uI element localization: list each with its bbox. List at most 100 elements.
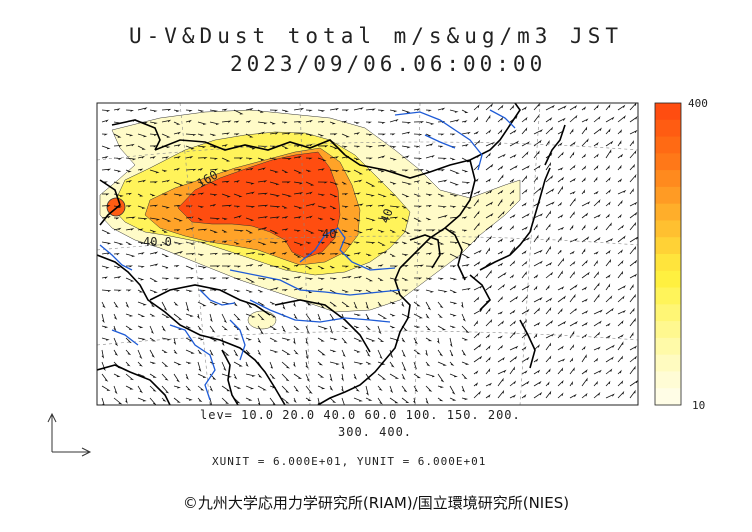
wind-arrow	[593, 369, 602, 375]
wind-arrow	[425, 229, 436, 232]
wind-arrow	[485, 284, 493, 291]
wind-arrow	[413, 193, 422, 197]
wind-arrow	[125, 216, 136, 219]
wind-arrow	[341, 217, 349, 221]
wind-arrow	[293, 181, 304, 185]
wind-arrow	[389, 119, 399, 123]
wind-arrow	[221, 288, 228, 292]
wind-arrow	[329, 337, 338, 341]
wind-arrow	[461, 169, 469, 173]
wind-arrow	[269, 109, 279, 112]
wind-arrow	[449, 205, 457, 208]
wind-arrow	[125, 143, 135, 147]
wind-arrow	[221, 108, 228, 112]
wind-arrow	[317, 109, 326, 112]
wind-arrow	[425, 325, 431, 331]
wind-arrow	[341, 241, 352, 246]
wind-arrow	[497, 357, 505, 363]
wind-arrow	[485, 368, 491, 375]
wind-arrow	[377, 229, 385, 233]
wind-arrow	[137, 179, 147, 183]
wind-arrow	[209, 168, 219, 171]
wind-arrow	[245, 181, 255, 185]
wind-arrow	[281, 181, 291, 184]
wind-arrow	[473, 308, 483, 315]
wind-arrow	[137, 217, 148, 220]
wind-arrow	[365, 168, 373, 172]
wind-arrow	[545, 174, 554, 183]
wind-arrow	[149, 181, 158, 184]
wind-arrow	[473, 343, 482, 351]
wind-arrow	[593, 357, 599, 363]
wind-arrow	[593, 380, 598, 387]
wind-arrow	[593, 320, 602, 327]
wind-arrow	[497, 116, 504, 123]
wind-arrow	[353, 229, 363, 234]
wind-arrow	[173, 217, 183, 222]
wind-arrow	[629, 345, 638, 351]
wind-arrow	[449, 193, 459, 197]
dust-shading	[99, 109, 521, 330]
wind-arrow	[305, 119, 313, 123]
wind-arrow	[389, 193, 397, 197]
wind-arrow	[629, 365, 636, 375]
wind-arrow	[509, 129, 517, 135]
wind-arrow	[317, 265, 325, 270]
wind-arrow	[257, 289, 264, 293]
wind-arrow	[341, 385, 344, 393]
colorbar-max-label: 400	[688, 97, 708, 110]
wind-arrow	[413, 397, 416, 405]
wind-arrow	[341, 133, 350, 138]
wind-arrow	[581, 377, 588, 387]
wind-arrow	[413, 121, 424, 124]
wind-arrow	[185, 289, 193, 293]
wind-arrow	[605, 149, 612, 159]
wind-arrow	[317, 385, 326, 390]
wind-arrow	[605, 104, 611, 111]
wind-arrow	[149, 145, 158, 148]
wind-arrow	[281, 169, 289, 173]
wind-arrow	[521, 380, 530, 387]
wind-arrow	[461, 157, 471, 163]
wind-arrow	[329, 193, 338, 198]
wind-arrow	[257, 337, 262, 344]
wind-arrow	[581, 212, 589, 219]
wind-arrow	[545, 152, 553, 159]
wind-arrow	[101, 133, 108, 136]
wind-arrow	[509, 380, 517, 387]
wind-arrow	[557, 176, 565, 183]
wind-arrow	[281, 121, 288, 124]
wind-arrow	[161, 337, 172, 341]
wind-arrow	[185, 253, 196, 256]
wind-arrow	[581, 271, 590, 279]
wind-arrow	[521, 271, 527, 279]
wind-arrow	[401, 289, 409, 292]
wind-arrow	[617, 309, 626, 315]
wind-arrow	[173, 277, 181, 280]
wind-arrow	[101, 119, 109, 123]
wind-arrow	[497, 174, 504, 183]
wind-arrow	[521, 127, 528, 135]
wind-arrow	[617, 259, 624, 267]
wind-arrow	[113, 337, 119, 347]
wind-arrow	[617, 285, 626, 291]
map-frame	[96, 102, 639, 406]
wind-arrow	[257, 192, 268, 195]
wind-arrow	[533, 176, 538, 183]
wind-arrow	[521, 151, 529, 159]
wind-arrow	[377, 349, 383, 360]
wind-arrow	[245, 133, 254, 138]
wind-arrow	[461, 361, 470, 365]
wind-arrow	[377, 204, 385, 207]
wind-arrow	[353, 397, 363, 402]
wind-arrow	[353, 275, 363, 279]
wind-arrow	[497, 129, 503, 135]
wind-arrow	[185, 168, 197, 172]
wind-arrow	[389, 313, 396, 317]
wind-arrow	[521, 346, 527, 351]
wind-arrow	[401, 145, 411, 149]
wind-arrow	[269, 181, 280, 186]
wind-arrow	[557, 151, 564, 159]
wind-arrow	[353, 337, 363, 342]
wind-arrow	[233, 373, 238, 380]
